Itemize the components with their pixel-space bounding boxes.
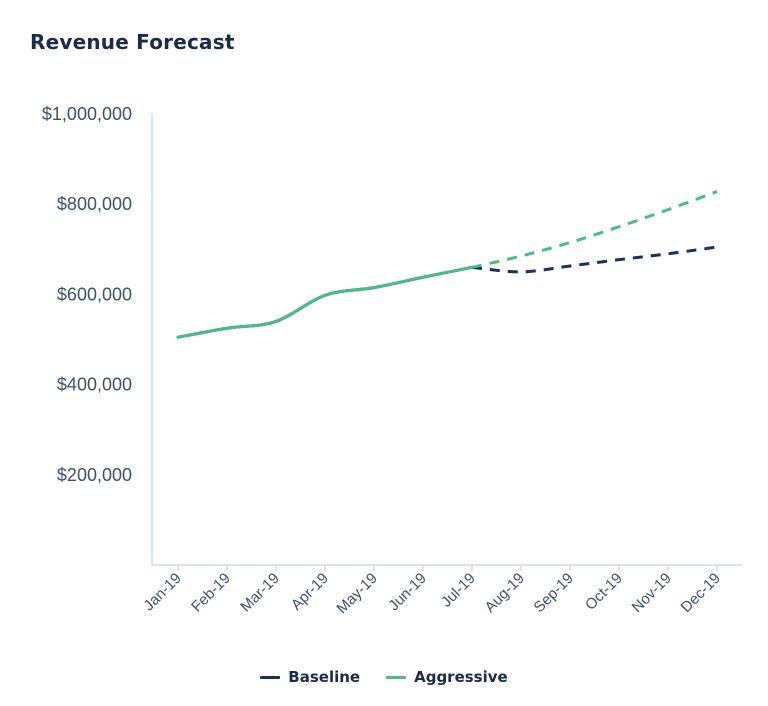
x-tick-label: Sep-19 (531, 570, 577, 616)
x-tick-label: Aug-19 (482, 570, 528, 616)
x-tick-label: Apr-19 (288, 570, 332, 614)
y-tick-label: $400,000 (57, 375, 132, 395)
x-tick-label: Feb-19 (188, 570, 234, 616)
chart-title: Revenue Forecast (30, 30, 235, 54)
x-tick-label: Mar-19 (237, 570, 283, 616)
x-tick-label: Jul-19 (438, 570, 479, 611)
y-tick-label: $600,000 (57, 284, 132, 304)
y-tick-label: $200,000 (57, 465, 132, 485)
legend-label-aggressive: Aggressive (414, 668, 508, 686)
legend-item-aggressive[interactable]: Aggressive (386, 668, 508, 686)
chart-legend: Baseline Aggressive (0, 668, 768, 686)
x-tick-label: Jan-19 (140, 570, 184, 614)
x-tick-label: Dec-19 (678, 570, 724, 616)
x-tick-label: May-19 (333, 570, 380, 617)
series-line-baseline-actual (176, 265, 474, 339)
legend-item-baseline[interactable]: Baseline (260, 668, 360, 686)
y-tick-label: $800,000 (57, 194, 132, 214)
baseline-swatch (260, 675, 281, 679)
legend-label-baseline: Baseline (288, 668, 361, 686)
series-line-aggressive-actual (176, 265, 474, 339)
aggressive-swatch (386, 675, 407, 679)
series-line-aggressive-forecast (471, 190, 718, 269)
y-tick-label: $1,000,000 (42, 104, 132, 124)
x-tick-label: Nov-19 (629, 570, 675, 616)
series-line-baseline-forecast (471, 245, 718, 274)
x-tick-label: Jun-19 (385, 570, 429, 614)
x-tick-label: Oct-19 (582, 570, 626, 614)
